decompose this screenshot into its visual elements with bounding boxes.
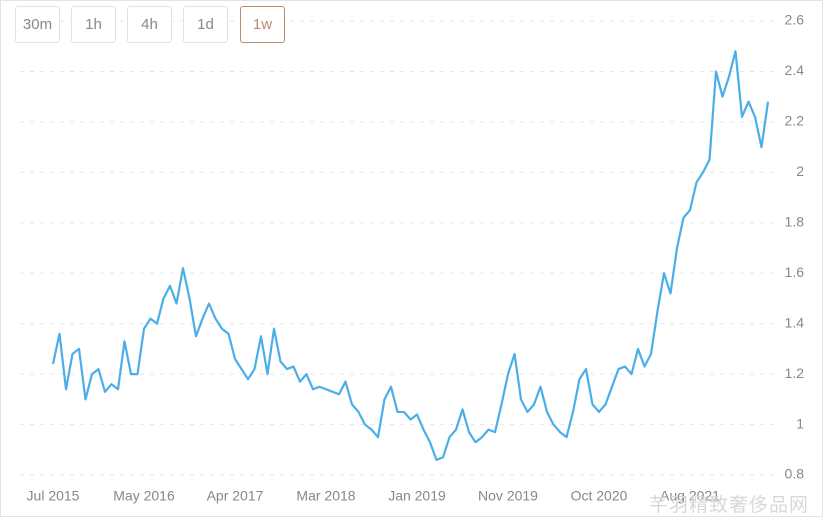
- x-tick-label: Jul 2015: [27, 488, 80, 504]
- y-tick-label: 1.4: [785, 314, 805, 330]
- y-tick-label: 2.2: [785, 113, 805, 129]
- y-tick-label: 0.8: [785, 466, 805, 482]
- x-tick-label: Nov 2019: [478, 488, 538, 504]
- price-line: [51, 50, 770, 461]
- x-tick-label: Mar 2018: [296, 488, 355, 504]
- y-tick-label: 2.6: [785, 12, 805, 28]
- y-tick-label: 1.8: [785, 213, 805, 229]
- y-tick-label: 2: [796, 163, 804, 179]
- y-tick-label: 1.2: [785, 365, 805, 381]
- x-tick-label: May 2016: [113, 488, 175, 504]
- x-tick-label: Jan 2019: [388, 488, 446, 504]
- y-tick-label: 2.4: [785, 62, 805, 78]
- timeframe-button[interactable]: 4h: [127, 6, 172, 43]
- x-tick-label: Aug 2021: [660, 488, 720, 504]
- y-tick-label: 1.6: [785, 264, 805, 280]
- timeframe-button[interactable]: 30m: [15, 6, 60, 43]
- timeframe-button[interactable]: 1h: [71, 6, 116, 43]
- x-tick-label: Oct 2020: [571, 488, 628, 504]
- watermark: 芊羽精致奢侈品网: [648, 494, 809, 516]
- timeframe-button[interactable]: 1d: [183, 6, 228, 43]
- y-tick-label: 1: [796, 415, 804, 431]
- timeframe-button[interactable]: 1w: [240, 6, 285, 43]
- x-tick-label: Apr 2017: [207, 488, 264, 504]
